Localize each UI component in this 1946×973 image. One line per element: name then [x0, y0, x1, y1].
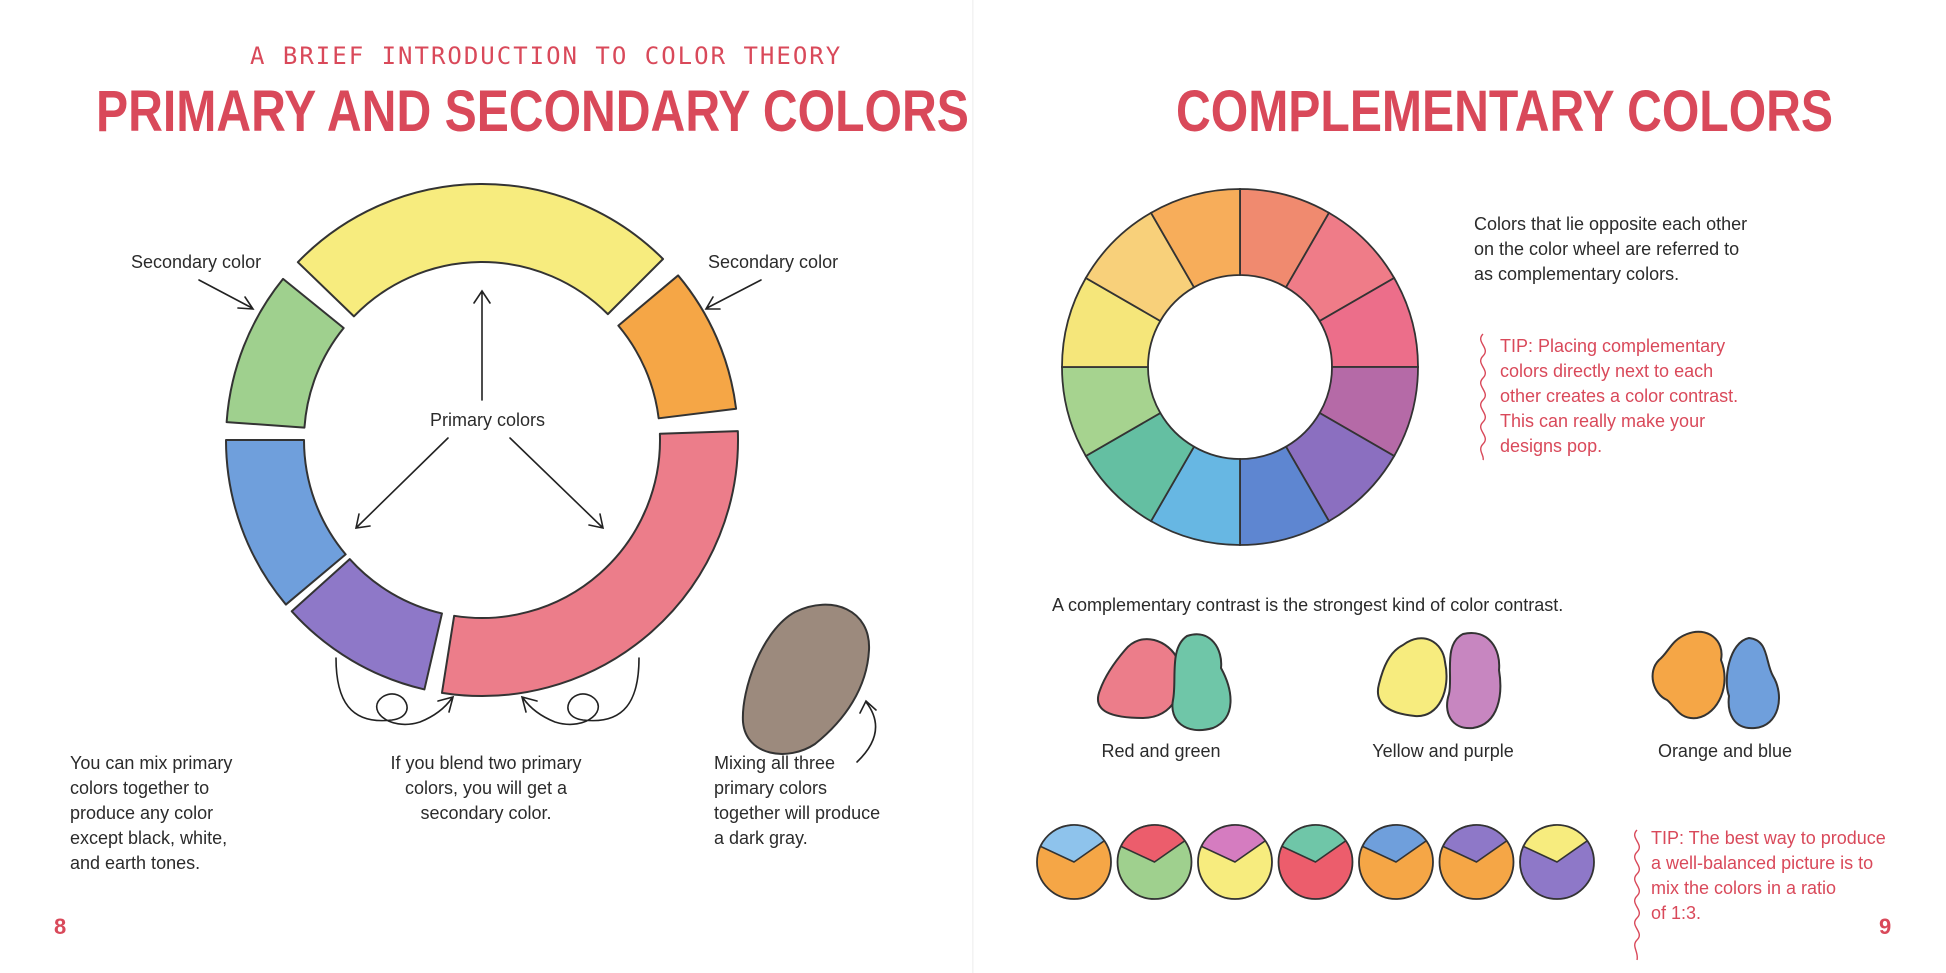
right-page: COMPLEMENTARY COLORS Colors that lie opp… — [973, 0, 1946, 973]
blob-orange — [1651, 630, 1726, 720]
blob-red — [1097, 638, 1182, 720]
wheel-segment-red — [440, 430, 739, 697]
ratio-circle — [1358, 824, 1434, 900]
arrow-gray-icon — [856, 699, 877, 763]
ratio-circle — [1277, 824, 1354, 900]
tip-squiggle-1-icon — [1480, 333, 1486, 461]
primary-secondary-wheel: Secondary color Secondary color Primary … — [131, 183, 877, 763]
pair-label-orange-blue: Orange and blue — [1657, 741, 1793, 761]
pair-label-red-green: Red and green — [1101, 741, 1221, 761]
blob-blue — [1725, 636, 1780, 730]
ratio-circle — [1438, 824, 1515, 900]
comp-wheel-segment-orange — [1149, 188, 1241, 289]
ratio-circle — [1519, 824, 1595, 900]
ratio-circle-minor — [1280, 824, 1347, 863]
text-mix-primary: You can mix primary colors together to p… — [70, 753, 233, 873]
ratio-circle-minor — [1441, 824, 1508, 863]
pair-label-yellow-purple: Yellow and purple — [1372, 741, 1514, 761]
tip-squiggle-2-icon — [1634, 829, 1640, 961]
page-title-primary-secondary: PRIMARY AND SECONDARY COLORS — [96, 79, 969, 144]
text-complementary-strongest: A complementary contrast is the stronges… — [1052, 595, 1564, 615]
dark-gray-blob — [741, 603, 871, 755]
arrows — [198, 279, 877, 763]
arrow-primary-left-icon — [354, 437, 449, 529]
ratio-circle-minor — [1361, 824, 1428, 863]
blend-loop-right-icon — [520, 657, 640, 726]
complementary-pairs — [1097, 630, 1780, 731]
label-secondary-right: Secondary color — [708, 252, 838, 272]
book-spine — [972, 0, 974, 973]
arrow-secondary-right-icon — [704, 279, 762, 310]
wheel-segment-orange — [617, 274, 738, 420]
wheel-segment-green — [225, 277, 345, 429]
blob-yellow — [1376, 637, 1448, 718]
text-blend-primary: If you blend two primary colors, you wil… — [390, 753, 582, 823]
ratio-circle-minor — [1119, 824, 1186, 863]
ratio-circle — [1116, 824, 1193, 900]
ratio-circle-minor — [1522, 824, 1589, 863]
left-page: A BRIEF INTRODUCTION TO COLOR THEORY PRI… — [54, 42, 969, 939]
ratio-circle — [1036, 824, 1112, 900]
wheel-segment-yellow — [296, 183, 665, 318]
blob-green — [1171, 633, 1232, 731]
page-number-left: 8 — [54, 914, 67, 939]
text-complementary-intro: Colors that lie opposite each other on t… — [1474, 214, 1748, 284]
arrow-secondary-left-icon — [198, 279, 255, 310]
arrow-primary-up-icon — [473, 289, 491, 401]
ratio-circle-minor — [1200, 824, 1267, 863]
blend-loop-left-icon — [335, 657, 455, 726]
page-title-complementary: COMPLEMENTARY COLORS — [1176, 79, 1834, 144]
tip-ratio: TIP: The best way to produce a well-bala… — [1651, 828, 1886, 923]
wheel-segment-purple — [290, 558, 443, 691]
label-secondary-left: Secondary color — [131, 252, 261, 272]
text-mix-gray: Mixing all three primary colors together… — [714, 753, 881, 848]
blob-purple — [1446, 632, 1502, 730]
page-number-right: 9 — [1879, 914, 1892, 939]
wheel-segment-blue — [225, 439, 347, 606]
ratio-circles — [1036, 824, 1595, 900]
label-primary-colors: Primary colors — [430, 410, 545, 430]
tip-complementary-contrast: TIP: Placing complementary colors direct… — [1500, 336, 1739, 456]
ratio-circle-minor — [1039, 824, 1106, 863]
complementary-wheel — [1061, 188, 1419, 546]
arrow-primary-right-icon — [509, 437, 605, 530]
ratio-circle — [1197, 824, 1273, 900]
